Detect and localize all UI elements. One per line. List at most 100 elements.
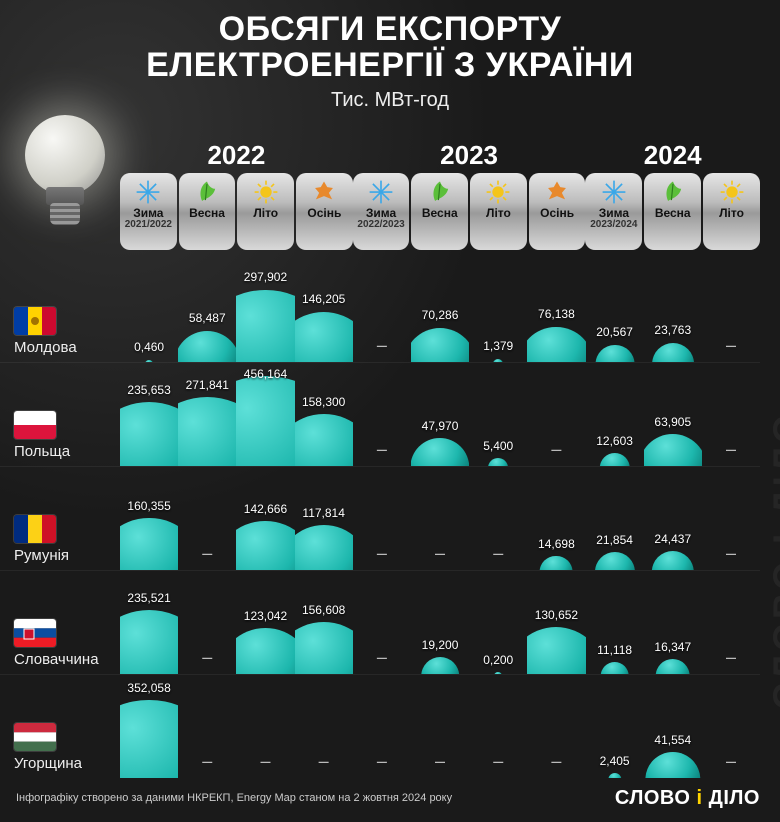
country-label: Румунія xyxy=(0,467,120,570)
data-cell: – xyxy=(353,467,411,570)
country-label: Молдова xyxy=(0,258,120,362)
value-label: 235,521 xyxy=(127,591,170,605)
empty-marker: – xyxy=(726,543,736,564)
season-pill-весна: Весна xyxy=(411,173,468,250)
value-label: 146,205 xyxy=(302,292,345,306)
season-label: Літо xyxy=(253,207,278,220)
data-cell: 11,118 xyxy=(586,571,644,674)
season-pill-осінь: Осінь xyxy=(296,173,353,250)
data-cell: 297,902 xyxy=(236,258,294,362)
year-label: 2023 xyxy=(353,140,586,171)
data-grid: Молдова0,46058,487297,902146,205–70,2861… xyxy=(0,258,760,776)
data-cell: 2,405 xyxy=(586,675,644,778)
value-bubble xyxy=(599,453,629,466)
data-cell: 63,905 xyxy=(644,363,702,466)
season-pill-весна: Весна xyxy=(179,173,236,250)
data-cell: 0,200 xyxy=(469,571,527,674)
data-cell: 21,854 xyxy=(586,467,644,570)
cells: 0,46058,487297,902146,205–70,2861,37976,… xyxy=(120,258,760,362)
season-pill-зима: Зима2023/2024 xyxy=(585,173,642,250)
value-bubble xyxy=(494,672,502,674)
data-cell: 235,521 xyxy=(120,571,178,674)
data-cell: – xyxy=(178,571,236,674)
lightbulb-decoration xyxy=(20,115,110,245)
value-label: 23,763 xyxy=(654,323,691,337)
value-bubble xyxy=(120,700,178,778)
value-label: 47,970 xyxy=(422,419,459,433)
title-line-2: ЕЛЕКТРОЕНЕРГІЇ З УКРАЇНИ xyxy=(146,46,634,84)
value-bubble xyxy=(421,657,459,674)
value-bubble xyxy=(595,552,635,570)
data-cell: 47,970 xyxy=(411,363,469,466)
value-bubble xyxy=(488,458,508,466)
value-label: 21,854 xyxy=(596,533,633,547)
year-label: 2024 xyxy=(585,140,760,171)
country-name: Словаччина xyxy=(14,651,99,668)
empty-marker: – xyxy=(319,751,329,772)
season-label: Весна xyxy=(189,207,225,220)
flag-icon xyxy=(14,411,56,439)
value-bubble xyxy=(652,551,694,570)
value-label: 130,652 xyxy=(535,608,578,622)
value-label: 117,814 xyxy=(302,506,345,520)
data-cell: 352,058 xyxy=(120,675,178,778)
value-label: 0,460 xyxy=(134,340,164,354)
empty-marker: – xyxy=(377,335,387,356)
season-sublabel: 2023/2024 xyxy=(590,220,637,231)
data-cell: – xyxy=(469,467,527,570)
empty-marker: – xyxy=(493,751,503,772)
data-cell: – xyxy=(702,258,760,362)
empty-marker: – xyxy=(435,543,445,564)
cells: 160,355–142,666117,814–––14,69821,85424,… xyxy=(120,467,760,570)
value-label: 160,355 xyxy=(127,499,170,513)
value-label: 24,437 xyxy=(654,532,691,546)
country-row-румунія: Румунія160,355–142,666117,814–––14,69821… xyxy=(0,466,760,570)
cells: 235,653271,841456,164158,300–47,9705,400… xyxy=(120,363,760,466)
data-cell: 76,138 xyxy=(527,258,585,362)
value-label: 156,608 xyxy=(302,603,345,617)
value-bubble xyxy=(295,414,353,466)
value-bubble xyxy=(645,752,700,778)
value-label: 352,058 xyxy=(127,681,170,695)
data-cell: 23,763 xyxy=(644,258,702,362)
data-cell: – xyxy=(527,675,585,778)
logo-part-1: СЛОВО xyxy=(615,787,691,809)
logo-accent: і xyxy=(690,787,708,809)
year-group-2022: 2022Зима2021/2022ВеснаЛітоОсінь xyxy=(120,140,353,250)
data-cell: 156,608 xyxy=(295,571,353,674)
empty-marker: – xyxy=(377,439,387,460)
value-label: 16,347 xyxy=(654,640,691,654)
season-label: Осінь xyxy=(307,207,341,220)
value-bubble xyxy=(595,345,634,362)
data-cell: 142,666 xyxy=(236,467,294,570)
data-cell: 20,567 xyxy=(586,258,644,362)
value-bubble xyxy=(295,525,353,570)
season-label: Зима xyxy=(366,207,396,220)
value-label: 14,698 xyxy=(538,537,575,551)
data-cell: – xyxy=(702,363,760,466)
title-line-1: ОБСЯГИ ЕКСПОРТУ xyxy=(219,10,562,48)
flag-icon xyxy=(14,307,56,335)
empty-marker: – xyxy=(493,543,503,564)
value-bubble xyxy=(120,402,178,466)
season-pill-літо: Літо xyxy=(703,173,760,250)
year-group-2024: 2024Зима2023/2024Весна Літо xyxy=(585,140,760,250)
country-name: Угорщина xyxy=(14,755,82,772)
main-title: ОБСЯГИ ЕКСПОРТУ ЕЛЕКТРОЕНЕРГІЇ З УКРАЇНИ xyxy=(0,0,780,83)
data-cell: 14,698 xyxy=(527,467,585,570)
country-label: Угорщина xyxy=(0,675,120,778)
data-cell: – xyxy=(702,675,760,778)
empty-marker: – xyxy=(551,751,561,772)
season-label: Літо xyxy=(486,207,511,220)
season-pill-весна: Весна xyxy=(644,173,701,250)
season-label: Зима xyxy=(133,207,163,220)
season-label: Літо xyxy=(719,207,744,220)
value-label: 63,905 xyxy=(654,415,691,429)
value-label: 456,164 xyxy=(244,367,287,381)
data-cell: 58,487 xyxy=(178,258,236,362)
data-cell: – xyxy=(353,571,411,674)
value-label: 12,603 xyxy=(596,434,633,448)
value-label: 271,841 xyxy=(186,378,229,392)
value-bubble xyxy=(411,438,469,466)
data-cell: 271,841 xyxy=(178,363,236,466)
